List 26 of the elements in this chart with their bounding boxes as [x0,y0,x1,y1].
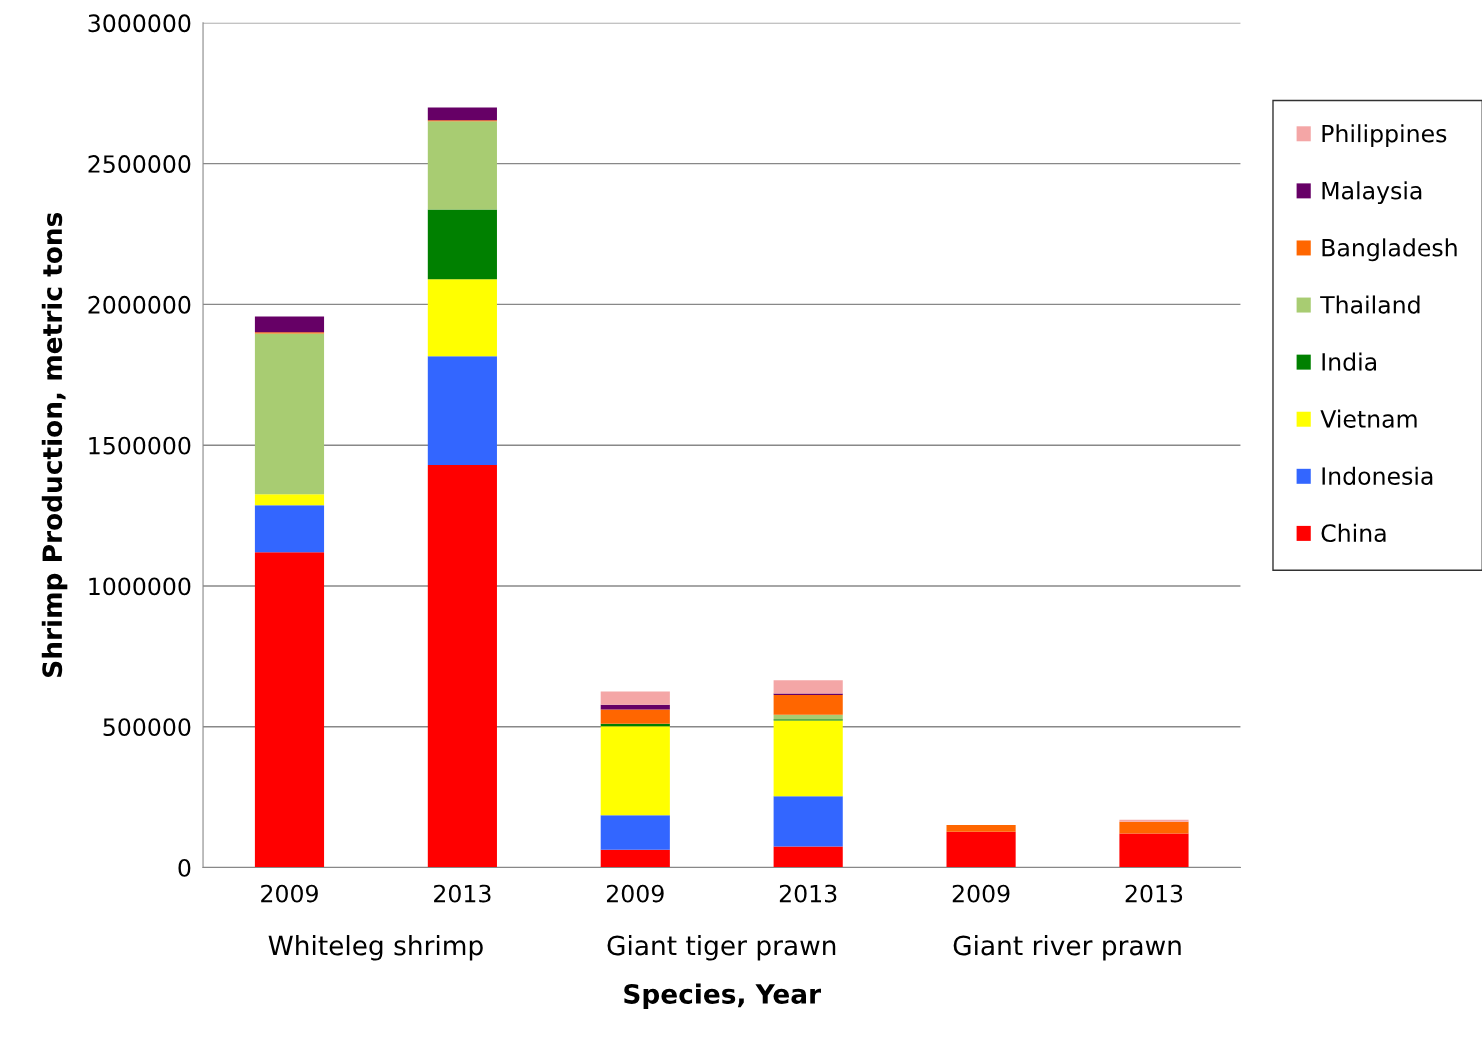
y-tick-label: 1000000 [89,577,191,596]
text: Giant river prawn [953,935,1181,961]
y-tick-label: 2500000 [88,155,191,173]
legend-label: Vietnam [1320,409,1417,428]
y-tick-label: 0 [178,859,191,877]
x-tick-label: 2013 [1125,884,1183,903]
text: Whiteleg shrimp [268,935,483,961]
y-tick-label: 1500000 [89,436,191,455]
x-tick-label: 2009 [952,884,1010,903]
x-axis-title: Species, Year [624,983,822,1010]
legend-label: Indonesia [1322,466,1433,485]
legend-label: Malaysia [1322,181,1422,205]
x-tick-label: 2013 [779,884,837,903]
y-axis-title: Shrimp Production, metric tons [41,212,68,677]
text: Giant tiger prawn [607,935,836,961]
y-tick-label: 3000000 [88,14,191,33]
x-tick-label: 2009 [261,884,318,903]
x-tick-label: 2013 [434,884,491,903]
legend-label: India [1322,352,1377,371]
y-tick-label: 500000 [103,718,191,737]
legend-label: China [1321,523,1386,543]
legend-label: Thailand [1320,295,1420,314]
legend-label: Philippines [1322,124,1447,148]
y-tick-label: 2000000 [88,295,191,314]
x-tick-label: 2009 [606,884,664,903]
legend-label: Bangladesh [1322,238,1457,262]
